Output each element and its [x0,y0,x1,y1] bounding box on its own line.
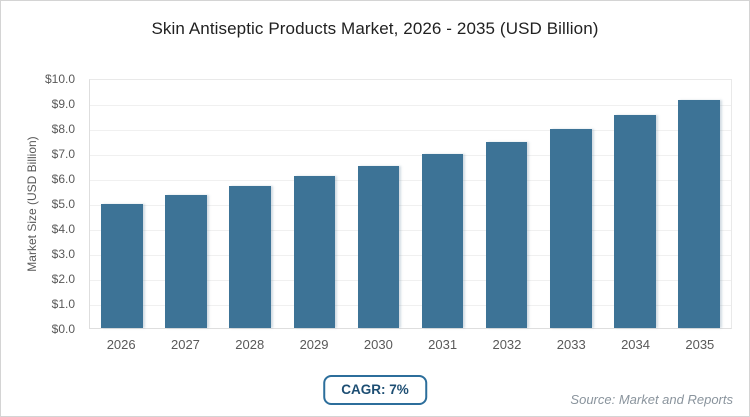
x-tick-label: 2033 [556,337,586,352]
bar-2027 [165,195,207,328]
bar-slot [90,80,154,328]
bar-2029 [293,175,336,328]
chart-title: Skin Antiseptic Products Market, 2026 - … [151,19,599,38]
bar-slot [218,80,282,328]
y-tick-label: $7.0 [51,147,75,161]
gridline [90,230,731,231]
bar-slot [603,80,667,328]
cagr-badge: CAGR: 7% [323,375,427,405]
x-tick-label: 2027 [170,337,200,352]
y-tick-label: $8.0 [51,122,75,136]
source-note: Source: Market and Reports [570,392,733,407]
y-tick-label: $0.0 [51,322,75,336]
bar-2032 [485,142,528,328]
y-tick-label: $3.0 [51,247,75,261]
y-tick-label: $6.0 [51,172,75,186]
y-tick-label: $9.0 [51,97,75,111]
bar-slot [282,80,346,328]
y-tick-label: $4.0 [51,222,75,236]
gridline [90,155,731,156]
gridline [90,305,731,306]
x-tick-label: 2032 [492,337,522,352]
y-tick-label: $5.0 [51,197,75,211]
gridline [90,105,731,106]
x-tick-label: 2034 [621,337,650,352]
x-tick-label: 2026 [106,337,136,352]
plot-area [89,79,732,329]
y-tick-label: $2.0 [51,272,75,286]
gridline [90,205,731,206]
x-tick-label: 2029 [299,337,329,352]
gridline [90,280,731,281]
bar-slot [154,80,218,328]
x-tick-label: 2030 [363,337,393,352]
x-tick-label: 2031 [428,337,458,352]
gridline [90,180,731,181]
gridline [90,130,731,131]
bar-slot [346,80,410,328]
bar-slot [410,80,474,328]
bar-slot [475,80,539,328]
bar-slot [539,80,603,328]
bar-2028 [229,186,272,328]
y-axis-ticks: $10.0 $9.0 $8.0 $7.0 $6.0 $5.0 $4.0 $3.0 $2.0 $1.… [1,72,81,336]
gridline [90,255,731,256]
bar-2034 [613,114,656,328]
bar-2033 [549,128,592,328]
bar-2030 [357,165,400,328]
bar-2026 [101,204,143,328]
y-tick-label: $10.0 [44,72,75,86]
x-axis-labels: 2026 2027 2028 2029 2030 2031 2032 2033 2034 2035 [89,337,732,352]
bar-2035 [678,100,720,328]
bar-slot [667,80,731,328]
bar-2031 [421,154,464,328]
x-tick-label: 2028 [235,337,265,352]
y-tick-label: $1.0 [51,297,75,311]
x-tick-label: 2035 [685,337,715,352]
bars-container [90,80,731,328]
